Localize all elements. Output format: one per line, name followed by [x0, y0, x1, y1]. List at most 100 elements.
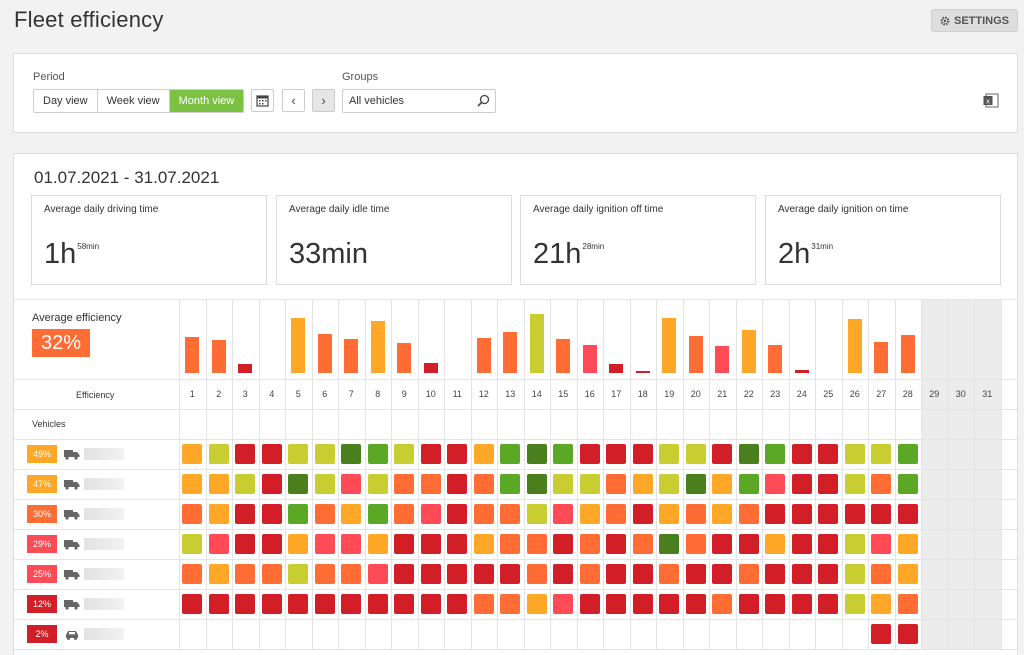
settings-button[interactable]: SETTINGS	[931, 9, 1018, 32]
efficiency-cell[interactable]	[288, 504, 308, 524]
efficiency-cell[interactable]	[738, 594, 759, 614]
efficiency-cell[interactable]	[659, 444, 679, 464]
efficiency-cell[interactable]	[500, 474, 520, 494]
efficiency-cell[interactable]	[712, 594, 732, 614]
efficiency-cell[interactable]	[606, 474, 626, 494]
efficiency-cell[interactable]	[367, 564, 388, 584]
efficiency-cell[interactable]	[606, 444, 626, 464]
efficiency-cell[interactable]	[818, 504, 838, 524]
efficiency-cell[interactable]	[182, 444, 202, 464]
efficiency-cell[interactable]	[844, 504, 865, 524]
efficiency-cell[interactable]	[367, 504, 388, 524]
efficiency-cell[interactable]	[341, 504, 361, 524]
efficiency-cell[interactable]	[473, 444, 494, 464]
efficiency-cell[interactable]	[579, 444, 600, 464]
efficiency-cell[interactable]	[897, 444, 918, 464]
efficiency-cell[interactable]	[473, 594, 494, 614]
groups-search-input[interactable]: All vehicles	[342, 89, 496, 113]
efficiency-cell[interactable]	[659, 534, 679, 554]
efficiency-cell[interactable]	[685, 504, 706, 524]
efficiency-cell[interactable]	[818, 594, 838, 614]
efficiency-cell[interactable]	[526, 444, 547, 464]
efficiency-cell[interactable]	[871, 444, 891, 464]
efficiency-cell[interactable]	[553, 474, 573, 494]
efficiency-cell[interactable]	[685, 474, 706, 494]
efficiency-cell[interactable]	[791, 474, 812, 494]
efficiency-cell[interactable]	[579, 564, 600, 584]
efficiency-cell[interactable]	[844, 594, 865, 614]
efficiency-cell[interactable]	[341, 564, 361, 584]
efficiency-cell[interactable]	[182, 594, 202, 614]
efficiency-cell[interactable]	[659, 564, 679, 584]
efficiency-cell[interactable]	[288, 474, 308, 494]
efficiency-cell[interactable]	[473, 534, 494, 554]
efficiency-cell[interactable]	[791, 444, 812, 464]
efficiency-cell[interactable]	[394, 444, 414, 464]
efficiency-cell[interactable]	[314, 564, 335, 584]
efficiency-cell[interactable]	[341, 594, 361, 614]
efficiency-cell[interactable]	[818, 474, 838, 494]
efficiency-cell[interactable]	[208, 444, 229, 464]
efficiency-cell[interactable]	[235, 594, 255, 614]
efficiency-cell[interactable]	[765, 474, 785, 494]
efficiency-cell[interactable]	[447, 534, 467, 554]
efficiency-cell[interactable]	[261, 534, 282, 554]
efficiency-cell[interactable]	[606, 594, 626, 614]
efficiency-cell[interactable]	[765, 564, 785, 584]
efficiency-cell[interactable]	[632, 444, 653, 464]
efficiency-cell[interactable]	[235, 474, 255, 494]
efficiency-cell[interactable]	[871, 534, 891, 554]
efficiency-cell[interactable]	[791, 504, 812, 524]
efficiency-cell[interactable]	[420, 444, 441, 464]
efficiency-cell[interactable]	[394, 504, 414, 524]
efficiency-cell[interactable]	[314, 534, 335, 554]
efficiency-cell[interactable]	[208, 474, 229, 494]
efficiency-cell[interactable]	[791, 594, 812, 614]
efficiency-cell[interactable]	[314, 504, 335, 524]
efficiency-cell[interactable]	[765, 504, 785, 524]
efficiency-cell[interactable]	[579, 504, 600, 524]
efficiency-cell[interactable]	[897, 504, 918, 524]
efficiency-cell[interactable]	[420, 474, 441, 494]
efficiency-cell[interactable]	[341, 534, 361, 554]
efficiency-cell[interactable]	[685, 444, 706, 464]
day-view-button[interactable]: Day view	[34, 90, 98, 112]
efficiency-cell[interactable]	[606, 564, 626, 584]
efficiency-cell[interactable]	[871, 624, 891, 644]
efficiency-cell[interactable]	[738, 504, 759, 524]
efficiency-cell[interactable]	[394, 534, 414, 554]
efficiency-cell[interactable]	[447, 594, 467, 614]
efficiency-cell[interactable]	[738, 474, 759, 494]
efficiency-cell[interactable]	[500, 594, 520, 614]
efficiency-cell[interactable]	[659, 594, 679, 614]
efficiency-cell[interactable]	[712, 564, 732, 584]
efficiency-cell[interactable]	[897, 474, 918, 494]
efficiency-cell[interactable]	[447, 444, 467, 464]
efficiency-cell[interactable]	[288, 444, 308, 464]
efficiency-cell[interactable]	[738, 534, 759, 554]
efficiency-cell[interactable]	[765, 444, 785, 464]
efficiency-cell[interactable]	[579, 474, 600, 494]
excel-export-icon[interactable]: x	[983, 93, 999, 108]
efficiency-cell[interactable]	[235, 564, 255, 584]
efficiency-cell[interactable]	[712, 504, 732, 524]
efficiency-cell[interactable]	[261, 504, 282, 524]
efficiency-cell[interactable]	[579, 534, 600, 554]
efficiency-cell[interactable]	[844, 474, 865, 494]
efficiency-cell[interactable]	[182, 534, 202, 554]
efficiency-cell[interactable]	[791, 534, 812, 554]
efficiency-cell[interactable]	[632, 594, 653, 614]
efficiency-cell[interactable]	[367, 474, 388, 494]
efficiency-cell[interactable]	[659, 474, 679, 494]
efficiency-cell[interactable]	[235, 444, 255, 464]
efficiency-cell[interactable]	[447, 564, 467, 584]
month-view-button[interactable]: Month view	[169, 90, 244, 112]
efficiency-cell[interactable]	[367, 594, 388, 614]
efficiency-cell[interactable]	[235, 534, 255, 554]
efficiency-cell[interactable]	[606, 504, 626, 524]
efficiency-cell[interactable]	[897, 594, 918, 614]
prev-period-button[interactable]: ‹	[282, 89, 305, 112]
efficiency-cell[interactable]	[712, 444, 732, 464]
efficiency-cell[interactable]	[871, 504, 891, 524]
efficiency-cell[interactable]	[818, 534, 838, 554]
